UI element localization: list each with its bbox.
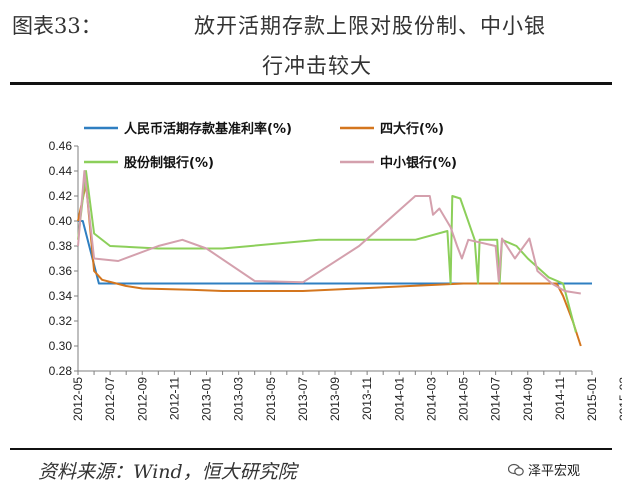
- y-tick-label: 0.46: [49, 139, 73, 153]
- x-tick-label: 2014-11: [553, 377, 567, 420]
- y-tick-label: 0.38: [49, 239, 73, 253]
- y-tick-label: 0.44: [49, 164, 73, 178]
- legend-label: 人民币活期存款基准利率(%): [124, 121, 292, 137]
- x-tick-label: 2014-07: [489, 377, 503, 421]
- y-tick-label: 0.32: [49, 314, 73, 328]
- y-tick-label: 0.28: [49, 364, 73, 378]
- y-tick-label: 0.34: [49, 289, 73, 303]
- x-tick-label: 2012-09: [135, 377, 149, 421]
- x-tick-label: 2014-03: [424, 377, 438, 421]
- x-tick-label: 2012-11: [167, 377, 181, 420]
- figure-title-line-1: 放开活期存款上限对股份制、中小银: [194, 14, 546, 38]
- watermark: 泽平宏观: [508, 460, 580, 479]
- series-line-1: [78, 220, 592, 285]
- wechat-icon: [508, 463, 524, 476]
- source-note: 资料来源：Wind，恒大研究院: [38, 461, 297, 483]
- x-tick-label: 2012-05: [71, 377, 85, 421]
- x-tick-label: 2013-05: [264, 377, 278, 421]
- legend-label: 四大行(%): [380, 121, 444, 137]
- y-tick-label: 0.42: [49, 189, 73, 203]
- x-tick-label: 2013-09: [328, 377, 342, 421]
- series-line-2: [77, 182, 582, 347]
- legend-label: 股份制银行(%): [124, 155, 214, 171]
- x-tick-label: 2012-07: [103, 377, 117, 421]
- y-tick-label: 0.40: [49, 214, 73, 228]
- x-tick-label: 2014-01: [392, 377, 406, 421]
- y-tick-label: 0.30: [49, 339, 73, 353]
- x-tick-label: 2014-09: [521, 377, 535, 421]
- x-tick-label: 2013-03: [232, 377, 246, 421]
- x-tick-label: 2013-07: [296, 377, 310, 421]
- x-tick-label: 2013-11: [360, 377, 374, 420]
- watermark-text: 泽平宏观: [528, 464, 581, 479]
- x-tick-label: 2014-05: [457, 377, 471, 421]
- legend-label: 中小银行(%): [380, 155, 457, 171]
- x-tick-label: 2015-01: [585, 377, 599, 421]
- x-tick-label: 2013-01: [200, 377, 214, 421]
- x-tick-label: 2015-03: [617, 377, 622, 421]
- figure-number: 图表33：: [12, 14, 102, 38]
- figure-title-line-2: 行冲击较大: [262, 54, 372, 78]
- series-line-4: [77, 170, 581, 295]
- y-tick-label: 0.36: [49, 264, 73, 278]
- bottom-rule: [10, 448, 612, 450]
- top-rule: [10, 82, 612, 85]
